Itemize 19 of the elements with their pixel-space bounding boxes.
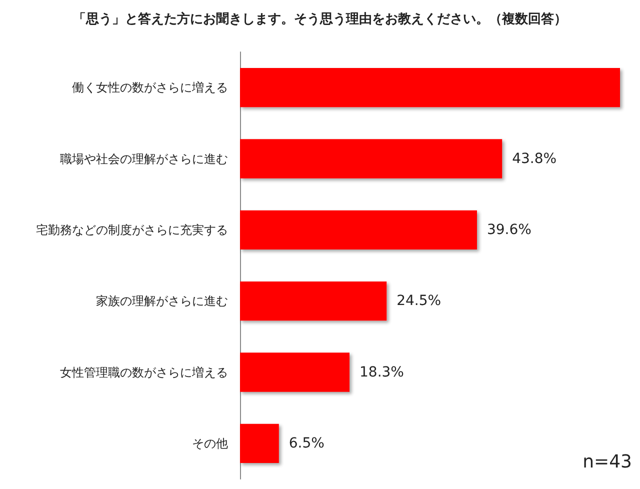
data-label: 43.8% [512,150,557,167]
y-tick-label: 家族の理解がさらに進む [96,294,228,308]
bar [240,424,279,463]
y-tick-label: 働く女性の数がさらに増える [72,80,228,95]
data-label: 18.3% [360,364,404,380]
data-label: 39.6% [486,222,532,238]
bar [240,352,350,392]
chart-title: 「思う」と答えた方にお聞きします。そう思う理由をお教えください。（複数回答） [73,11,567,27]
data-label: 6.5% [288,435,324,452]
annotation: n=43 [582,452,632,472]
bar [240,139,502,178]
y-tick-label: 職場や社会の理解がさらに進む [60,152,228,166]
bar [240,68,620,108]
data-label: 24.5% [396,293,442,310]
bar [240,210,477,250]
y-tick-label: 宅勤務などの制度がさらに充実する [36,222,228,237]
y-tick-label: その他 [192,436,228,450]
y-tick-label: 女性管理職の数がさらに増える [60,365,228,380]
bar [240,282,387,321]
